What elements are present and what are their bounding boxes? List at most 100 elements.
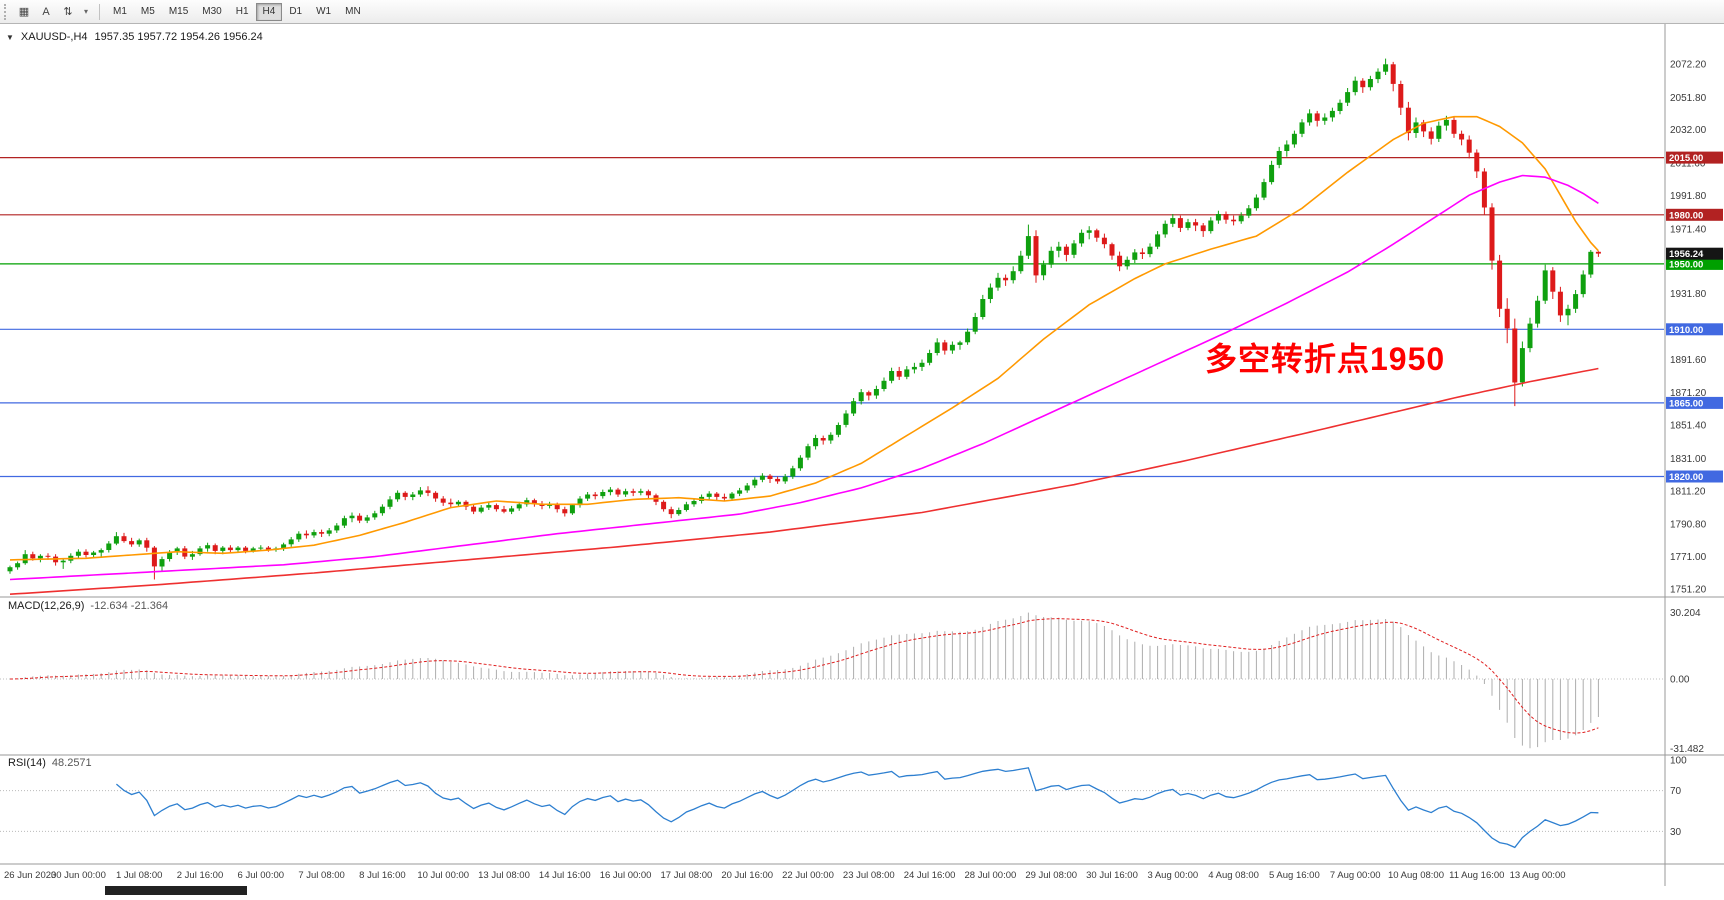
svg-text:28 Jul 00:00: 28 Jul 00:00 xyxy=(965,870,1017,881)
svg-text:29 Jul 08:00: 29 Jul 08:00 xyxy=(1025,870,1077,881)
toolbar-icon-group: ▦ A ⇅ ▾ xyxy=(13,3,93,21)
svg-text:2051.80: 2051.80 xyxy=(1670,93,1707,104)
timeframe-button-mn[interactable]: MN xyxy=(338,3,368,21)
svg-text:26 Jun 2020: 26 Jun 2020 xyxy=(4,870,56,881)
price-chart-svg[interactable]: 2072.20 2051.80 2032.00 2011.60 1991.80 1971.… xyxy=(0,24,1724,895)
symbol-marker-icon[interactable]: ▼ xyxy=(6,32,14,42)
macd-values: -12.634 -21.364 xyxy=(90,600,169,612)
svg-text:1956.24: 1956.24 xyxy=(1669,249,1704,260)
svg-text:30.204: 30.204 xyxy=(1670,608,1701,619)
svg-text:23 Jul 08:00: 23 Jul 08:00 xyxy=(843,870,895,881)
timeframe-button-h1[interactable]: H1 xyxy=(229,3,256,21)
ma-mid-magenta xyxy=(9,174,1599,581)
timeframe-button-w1[interactable]: W1 xyxy=(309,3,338,21)
ma-slow-red xyxy=(9,367,1599,595)
dropdown-caret-icon[interactable]: ▾ xyxy=(80,3,92,21)
svg-text:1820.00: 1820.00 xyxy=(1669,472,1703,483)
annotation-a-icon[interactable]: A xyxy=(36,3,56,21)
svg-text:1971.40: 1971.40 xyxy=(1670,224,1707,235)
svg-text:1891.60: 1891.60 xyxy=(1670,355,1707,366)
macd-signal-line xyxy=(9,618,1599,734)
timeframe-button-m5[interactable]: M5 xyxy=(134,3,162,21)
svg-text:-31.482: -31.482 xyxy=(1670,744,1704,755)
svg-text:20 Jul 16:00: 20 Jul 16:00 xyxy=(721,870,773,881)
svg-text:7 Jul 08:00: 7 Jul 08:00 xyxy=(298,870,344,881)
svg-text:24 Jul 16:00: 24 Jul 16:00 xyxy=(904,870,956,881)
svg-text:1910.00: 1910.00 xyxy=(1669,325,1703,336)
price-badge-2015.00: 2015.00 xyxy=(1666,151,1723,164)
svg-text:0.00: 0.00 xyxy=(1670,675,1690,686)
svg-text:2015.00: 2015.00 xyxy=(1669,153,1703,164)
svg-text:6 Jul 00:00: 6 Jul 00:00 xyxy=(238,870,284,881)
svg-text:30 Jul 16:00: 30 Jul 16:00 xyxy=(1086,870,1138,881)
svg-text:30 Jun 00:00: 30 Jun 00:00 xyxy=(51,870,106,881)
svg-text:10 Jul 00:00: 10 Jul 00:00 xyxy=(417,870,469,881)
timeframe-button-m30[interactable]: M30 xyxy=(195,3,228,21)
svg-text:3 Aug 00:00: 3 Aug 00:00 xyxy=(1147,870,1198,881)
toolbar-grip[interactable] xyxy=(4,3,9,20)
svg-text:7 Aug 00:00: 7 Aug 00:00 xyxy=(1330,870,1381,881)
svg-text:1871.20: 1871.20 xyxy=(1670,388,1707,399)
price-badge-1820.00: 1820.00 xyxy=(1666,470,1723,483)
svg-text:2072.20: 2072.20 xyxy=(1670,60,1707,71)
svg-text:13 Jul 08:00: 13 Jul 08:00 xyxy=(478,870,530,881)
price-badge-1910.00: 1910.00 xyxy=(1666,323,1723,336)
svg-text:70: 70 xyxy=(1670,786,1682,797)
svg-text:13 Aug 00:00: 13 Aug 00:00 xyxy=(1510,870,1566,881)
svg-text:8 Jul 16:00: 8 Jul 16:00 xyxy=(359,870,405,881)
rsi-value: 48.2571 xyxy=(51,757,92,769)
symbol-ohlc-header: ▼ XAUUSD-,H4 1957.35 1957.72 1954.26 195… xyxy=(6,31,263,43)
taskbar-fragment[interactable] xyxy=(105,886,247,895)
rsi-label: RSI(14) xyxy=(8,757,46,769)
price-badge-1956.24: 1956.24 xyxy=(1666,247,1723,260)
svg-text:17 Jul 08:00: 17 Jul 08:00 xyxy=(661,870,713,881)
timeframe-button-d1[interactable]: D1 xyxy=(282,3,309,21)
symbol-name: XAUUSD-,H4 xyxy=(20,31,88,43)
svg-text:1771.00: 1771.00 xyxy=(1670,552,1707,563)
toolbar-separator xyxy=(99,3,100,20)
svg-text:1950.00: 1950.00 xyxy=(1669,259,1703,270)
timeframe-button-m1[interactable]: M1 xyxy=(106,3,134,21)
svg-text:2 Jul 16:00: 2 Jul 16:00 xyxy=(177,870,223,881)
price-badge-1865.00: 1865.00 xyxy=(1666,396,1723,409)
svg-text:14 Jul 16:00: 14 Jul 16:00 xyxy=(539,870,591,881)
svg-text:5 Aug 16:00: 5 Aug 16:00 xyxy=(1269,870,1320,881)
price-badge-1980.00: 1980.00 xyxy=(1666,208,1723,221)
main-toolbar: ▦ A ⇅ ▾ M1 M5 M15 M30 H1 H4 D1 W1 MN xyxy=(0,0,1724,24)
svg-text:4 Aug 08:00: 4 Aug 08:00 xyxy=(1208,870,1259,881)
timeframe-button-m15[interactable]: M15 xyxy=(162,3,195,21)
price-badge-1950.00: 1950.00 xyxy=(1666,257,1723,270)
macd-histogram xyxy=(17,612,1599,749)
ma-fast-orange xyxy=(9,115,1599,561)
svg-text:30: 30 xyxy=(1670,827,1682,838)
svg-text:2032.00: 2032.00 xyxy=(1670,125,1707,136)
macd-header: MACD(12,26,9) -12.634 -21.364 xyxy=(8,600,168,612)
svg-text:1831.00: 1831.00 xyxy=(1670,454,1707,465)
timeframe-buttons: M1 M5 M15 M30 H1 H4 D1 W1 MN xyxy=(106,2,368,21)
symbol-ohlc-values: 1957.35 1957.72 1954.26 1956.24 xyxy=(94,31,263,43)
svg-text:1865.00: 1865.00 xyxy=(1669,398,1703,409)
svg-text:16 Jul 00:00: 16 Jul 00:00 xyxy=(600,870,652,881)
svg-text:100: 100 xyxy=(1670,756,1687,767)
svg-text:10 Aug 08:00: 10 Aug 08:00 xyxy=(1388,870,1444,881)
scale-icon[interactable]: ⇅ xyxy=(58,3,78,21)
svg-text:1851.40: 1851.40 xyxy=(1670,421,1707,432)
macd-label: MACD(12,26,9) xyxy=(8,600,85,612)
chart-window[interactable]: 2072.20 2051.80 2032.00 2011.60 1991.80 1971.… xyxy=(0,24,1724,895)
svg-text:2011.60: 2011.60 xyxy=(1670,159,1706,170)
svg-text:1 Jul 08:00: 1 Jul 08:00 xyxy=(116,870,162,881)
rsi-line xyxy=(115,767,1599,849)
chart-annotation-text[interactable]: 多空转折点1950 xyxy=(1205,341,1446,377)
rsi-header: RSI(14) 48.2571 xyxy=(8,757,92,769)
svg-text:1790.80: 1790.80 xyxy=(1670,520,1707,531)
grid-icon[interactable]: ▦ xyxy=(14,3,34,21)
svg-text:1811.20: 1811.20 xyxy=(1670,486,1706,497)
svg-text:22 Jul 00:00: 22 Jul 00:00 xyxy=(782,870,834,881)
svg-text:1980.00: 1980.00 xyxy=(1669,210,1703,221)
svg-text:1991.80: 1991.80 xyxy=(1670,191,1707,202)
svg-text:11 Aug 16:00: 11 Aug 16:00 xyxy=(1449,870,1504,881)
svg-text:1751.20: 1751.20 xyxy=(1670,585,1707,596)
timeframe-button-h4[interactable]: H4 xyxy=(255,2,283,21)
svg-text:1931.80: 1931.80 xyxy=(1670,289,1707,300)
